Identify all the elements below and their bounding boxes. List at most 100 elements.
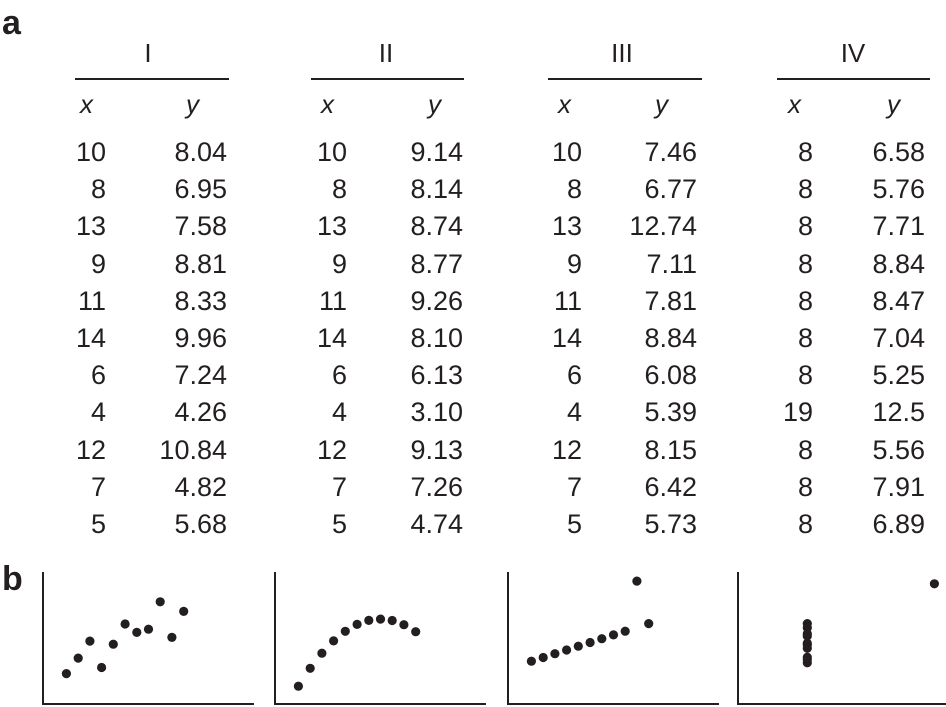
- data-point: [97, 662, 107, 673]
- table-cell-y: 6.58: [872, 137, 925, 167]
- table-cell-x: 9: [331, 248, 347, 279]
- table-cell-x: 8: [797, 174, 813, 205]
- data-point: [73, 653, 83, 663]
- table-cell-y: 8.77: [410, 248, 463, 279]
- table-cell-x: 6: [566, 360, 582, 391]
- data-point: [550, 649, 560, 659]
- table-cell-x: 8: [797, 323, 813, 353]
- table-cell-x: 7: [331, 471, 347, 502]
- table-cell-x: 8: [797, 248, 813, 279]
- table-cell-y: 5.76: [872, 174, 925, 205]
- table-cell-y: 8.84: [644, 323, 697, 353]
- plot-axes: [42, 572, 254, 705]
- table-cell-x: 8: [797, 471, 813, 502]
- table-cell-x: 6: [90, 360, 106, 391]
- table-cell-x: 6: [331, 360, 347, 391]
- table-cell-x: 4: [90, 397, 106, 428]
- data-point: [364, 615, 374, 626]
- table-cell-y: 9.14: [410, 137, 463, 167]
- table-cell-y: 4.74: [410, 509, 463, 539]
- table-cell-x: 8: [331, 174, 347, 205]
- data-point: [167, 632, 177, 643]
- table-cell-x: 9: [566, 248, 582, 279]
- table-cell-x: 9: [90, 248, 106, 279]
- data-point: [538, 652, 548, 663]
- data-point: [802, 640, 812, 650]
- table-cell-x: 8: [797, 137, 813, 167]
- table-cell-y: 9.13: [410, 434, 463, 465]
- table-cell-y: 9.26: [410, 285, 463, 316]
- table-cell-y: 8.15: [644, 434, 697, 465]
- table-cell-y: 6.77: [644, 174, 697, 205]
- column-header-x: x: [558, 89, 571, 119]
- data-point: [608, 630, 619, 640]
- data-point: [352, 619, 362, 630]
- data-point: [620, 626, 630, 636]
- dataset-title: III: [611, 38, 633, 68]
- table-cell-y: 5.68: [174, 509, 227, 539]
- table-cell-y: 5.25: [872, 360, 925, 391]
- table-cell-x: 13: [316, 211, 347, 242]
- table-cell-x: 4: [566, 397, 582, 428]
- table-cell-y: 8.47: [872, 285, 925, 316]
- data-point: [120, 619, 130, 629]
- data-point: [329, 636, 339, 646]
- table-cell-x: 11: [77, 285, 106, 316]
- table-cell-y: 7.81: [644, 285, 697, 316]
- data-point: [411, 627, 421, 637]
- panel-b-label: b: [2, 560, 23, 598]
- table-cell-y: 6.08: [644, 360, 697, 391]
- table-cell-x: 8: [797, 285, 813, 316]
- table-cell-x: 8: [797, 211, 813, 242]
- column-header-x: x: [321, 89, 334, 119]
- data-point: [108, 639, 118, 649]
- data-point: [375, 614, 386, 624]
- table-cell-y: 4.26: [174, 397, 227, 428]
- table-cell-y: 8.14: [410, 174, 463, 205]
- table-cell-y: 7.58: [174, 211, 227, 242]
- table-cell-y: 7.04: [872, 323, 925, 353]
- table-cell-x: 5: [90, 509, 106, 539]
- table-cell-x: 14: [316, 323, 347, 353]
- table-cell-y: 8.04: [174, 137, 227, 167]
- table-cell-x: 8: [566, 174, 582, 205]
- table-cell-x: 10: [75, 137, 106, 167]
- data-point: [132, 627, 142, 638]
- data-point: [644, 619, 654, 629]
- table-cell-y: 3.10: [410, 397, 463, 428]
- table-cell-y: 5.73: [644, 509, 697, 539]
- data-point: [317, 648, 327, 658]
- data-point: [526, 656, 537, 666]
- table-cell-y: 8.10: [410, 323, 463, 353]
- data-point: [802, 629, 812, 639]
- table-cell-y: 12.74: [629, 211, 697, 242]
- column-header-y: y: [186, 89, 199, 119]
- table-cell-x: 8: [797, 434, 813, 465]
- table-cell-y: 12.5: [872, 397, 925, 428]
- data-point: [802, 654, 812, 665]
- table-cell-x: 13: [551, 211, 582, 242]
- data-point: [632, 576, 642, 586]
- data-point: [929, 579, 940, 589]
- data-point: [85, 636, 95, 646]
- table-cell-y: 8.74: [410, 211, 463, 242]
- data-point: [597, 634, 607, 644]
- table-cell-x: 4: [331, 397, 347, 428]
- table-cell-y: 7.46: [644, 137, 697, 167]
- dataset-rule: [75, 78, 229, 80]
- data-point: [387, 615, 397, 626]
- data-point: [143, 624, 154, 634]
- dataset-title: IV: [840, 38, 866, 68]
- dataset-rule: [548, 78, 702, 80]
- table-cell-y: 8.84: [872, 248, 925, 279]
- table-cell-y: 6.89: [872, 509, 925, 539]
- column-header-y: y: [887, 89, 900, 119]
- dataset-rule: [777, 78, 930, 80]
- data-point: [61, 669, 71, 679]
- data-point: [573, 641, 583, 651]
- table-cell-x: 8: [797, 360, 813, 391]
- table-cell-x: 12: [316, 434, 347, 465]
- data-point: [293, 681, 303, 691]
- data-point: [585, 637, 595, 648]
